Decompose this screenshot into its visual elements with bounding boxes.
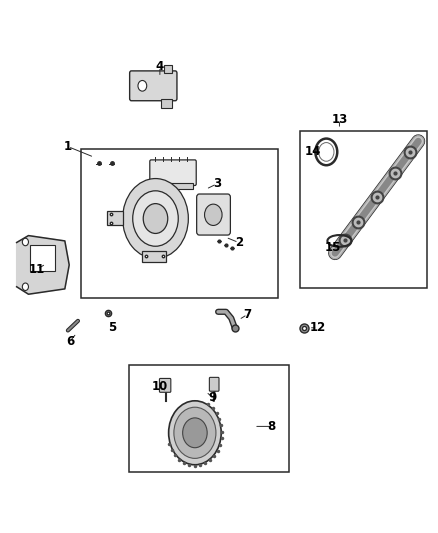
Text: 14: 14 xyxy=(305,146,321,158)
Circle shape xyxy=(205,204,222,225)
Text: 4: 4 xyxy=(156,60,164,73)
Circle shape xyxy=(22,283,28,290)
Text: 13: 13 xyxy=(331,114,348,126)
Bar xyxy=(164,65,172,73)
Bar xyxy=(300,131,427,288)
Circle shape xyxy=(22,238,28,246)
FancyBboxPatch shape xyxy=(130,71,177,101)
Text: 1: 1 xyxy=(64,140,72,153)
Text: 12: 12 xyxy=(309,321,326,334)
Bar xyxy=(142,251,166,262)
Text: 5: 5 xyxy=(108,321,116,334)
Circle shape xyxy=(183,418,207,448)
FancyBboxPatch shape xyxy=(159,378,171,392)
Bar xyxy=(129,365,289,472)
FancyBboxPatch shape xyxy=(150,160,196,185)
Circle shape xyxy=(174,407,216,458)
Bar xyxy=(30,245,55,271)
Text: 2: 2 xyxy=(235,236,243,249)
Text: 6: 6 xyxy=(66,335,74,348)
Circle shape xyxy=(123,179,188,259)
Polygon shape xyxy=(17,236,69,294)
Circle shape xyxy=(138,80,147,91)
Bar xyxy=(161,99,172,108)
Bar xyxy=(153,183,193,189)
FancyBboxPatch shape xyxy=(209,377,219,391)
Circle shape xyxy=(169,401,221,465)
Text: 11: 11 xyxy=(29,263,46,276)
Bar xyxy=(81,149,278,298)
Text: 8: 8 xyxy=(268,420,276,433)
Text: 9: 9 xyxy=(208,391,216,403)
Circle shape xyxy=(143,204,168,233)
FancyBboxPatch shape xyxy=(197,194,230,235)
Text: 7: 7 xyxy=(244,308,251,321)
Bar xyxy=(107,211,123,225)
Circle shape xyxy=(133,191,178,246)
Text: 10: 10 xyxy=(152,380,168,393)
Text: 3: 3 xyxy=(213,177,221,190)
Text: 15: 15 xyxy=(325,241,341,254)
